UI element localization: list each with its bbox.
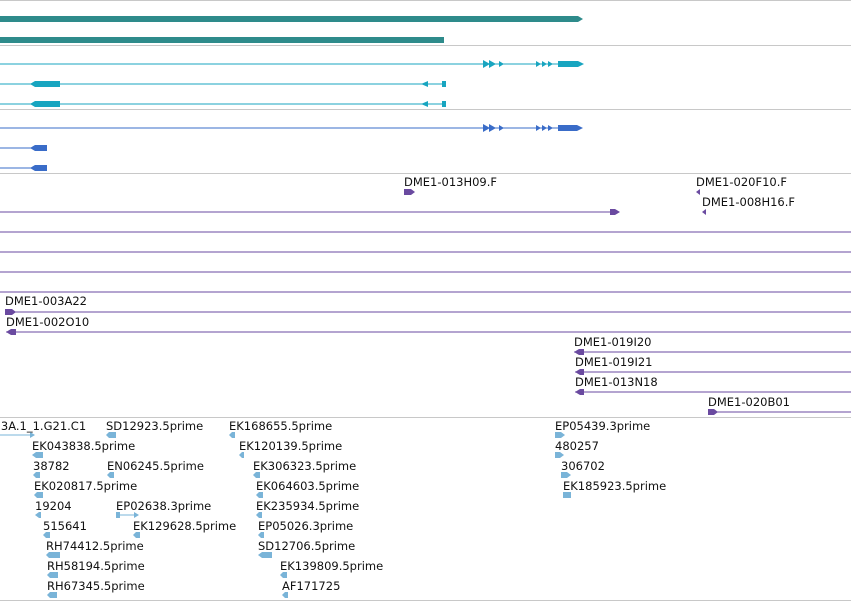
- gene-feature[interactable]: [0, 37, 444, 43]
- clone-label[interactable]: DME1-020F10.F: [696, 175, 787, 189]
- est-feature[interactable]: [258, 552, 272, 558]
- est-label[interactable]: SD12923.5prime: [106, 419, 203, 433]
- est-feature[interactable]: [34, 492, 43, 498]
- est-feature[interactable]: [133, 532, 140, 538]
- est-track[interactable]: G3A.1_1.G21.C1 EK043838.5prime 38782 EK0…: [0, 419, 666, 598]
- clone-feature[interactable]: [575, 389, 851, 395]
- est-feature[interactable]: [282, 592, 288, 598]
- clone-label[interactable]: DME1-019I20: [574, 335, 652, 349]
- clone-label[interactable]: DME1-019I21: [575, 355, 653, 369]
- est-label[interactable]: EK139809.5prime: [280, 559, 383, 573]
- clone-feature[interactable]: [696, 189, 700, 195]
- transcript-feature[interactable]: [0, 124, 583, 132]
- est-label[interactable]: G3A.1_1.G21.C1: [0, 419, 86, 433]
- transcript-feature[interactable]: [0, 81, 446, 87]
- est-label[interactable]: EK043838.5prime: [32, 439, 135, 453]
- est-label[interactable]: EK185923.5prime: [563, 479, 666, 493]
- est-label[interactable]: 480257: [555, 439, 599, 453]
- est-feature[interactable]: [107, 472, 114, 478]
- est-label[interactable]: EK064603.5prime: [256, 479, 359, 493]
- transcript-feature[interactable]: [0, 165, 47, 171]
- clone-label[interactable]: DME1-013N18: [575, 375, 658, 389]
- est-feature[interactable]: [0, 432, 35, 438]
- est-feature[interactable]: [46, 552, 60, 558]
- est-label[interactable]: EP05026.3prime: [258, 519, 353, 533]
- est-label[interactable]: 38782: [33, 459, 70, 473]
- clone-feature[interactable]: [708, 409, 851, 415]
- clone-feature[interactable]: [575, 369, 851, 375]
- gene-feature[interactable]: [0, 16, 583, 22]
- est-feature[interactable]: [116, 512, 139, 518]
- est-feature[interactable]: [239, 452, 244, 458]
- est-label[interactable]: RH67345.5prime: [47, 579, 145, 593]
- clone-feature[interactable]: [0, 209, 620, 215]
- est-label[interactable]: EK020817.5prime: [34, 479, 137, 493]
- est-label[interactable]: EK168655.5prime: [229, 419, 332, 433]
- est-feature[interactable]: [555, 432, 565, 438]
- est-label[interactable]: EP02638.3prime: [116, 499, 211, 513]
- est-feature[interactable]: [256, 492, 263, 498]
- est-feature[interactable]: [47, 572, 58, 578]
- est-label[interactable]: 306702: [561, 459, 605, 473]
- clone-label[interactable]: DME1-003A22: [5, 294, 87, 308]
- est-feature[interactable]: [32, 452, 43, 458]
- clone-label[interactable]: DME1-008H16.F: [702, 195, 795, 209]
- est-feature[interactable]: [280, 572, 287, 578]
- est-feature[interactable]: [229, 432, 235, 438]
- clone-feature[interactable]: [404, 189, 415, 195]
- gene-track[interactable]: [0, 16, 583, 43]
- est-label[interactable]: SD12706.5prime: [258, 539, 355, 553]
- est-feature[interactable]: [33, 472, 40, 478]
- est-feature[interactable]: [253, 472, 260, 478]
- clone-feature[interactable]: [5, 309, 851, 315]
- est-label[interactable]: RH74412.5prime: [46, 539, 144, 553]
- est-label[interactable]: EK120139.5prime: [239, 439, 342, 453]
- transcript-feature[interactable]: [0, 101, 446, 107]
- est-label[interactable]: AF171725: [282, 579, 340, 593]
- transcript-track-cyan[interactable]: [0, 60, 584, 107]
- clone-track[interactable]: DME1-013H09.F DME1-020F10.F DME1-008H16.…: [0, 175, 851, 415]
- est-label[interactable]: RH58194.5prime: [47, 559, 145, 573]
- clone-feature[interactable]: [574, 349, 851, 355]
- est-label[interactable]: 19204: [35, 499, 72, 513]
- est-feature[interactable]: [258, 532, 264, 538]
- clone-label[interactable]: DME1-002O10: [6, 315, 89, 329]
- clone-label[interactable]: DME1-013H09.F: [404, 175, 497, 189]
- est-feature[interactable]: [43, 532, 50, 538]
- est-feature[interactable]: [561, 472, 571, 478]
- est-label[interactable]: EP05439.3prime: [555, 419, 650, 433]
- est-feature[interactable]: [555, 452, 564, 458]
- clone-label[interactable]: DME1-020B01: [708, 395, 790, 409]
- est-label[interactable]: EK235934.5prime: [256, 499, 359, 513]
- est-label[interactable]: 515641: [43, 519, 87, 533]
- transcript-feature[interactable]: [0, 60, 584, 68]
- clone-feature[interactable]: [702, 209, 706, 215]
- transcript-track-blue[interactable]: [0, 124, 583, 171]
- est-feature[interactable]: [35, 512, 41, 518]
- est-label[interactable]: EN06245.5prime: [107, 459, 204, 473]
- est-feature[interactable]: [47, 592, 57, 598]
- est-label[interactable]: EK306323.5prime: [253, 459, 356, 473]
- est-label[interactable]: EK129628.5prime: [133, 519, 236, 533]
- transcript-feature[interactable]: [0, 145, 47, 151]
- est-feature[interactable]: [256, 512, 262, 518]
- clone-feature[interactable]: [6, 329, 851, 335]
- est-feature[interactable]: [563, 492, 571, 498]
- est-feature[interactable]: [106, 432, 116, 438]
